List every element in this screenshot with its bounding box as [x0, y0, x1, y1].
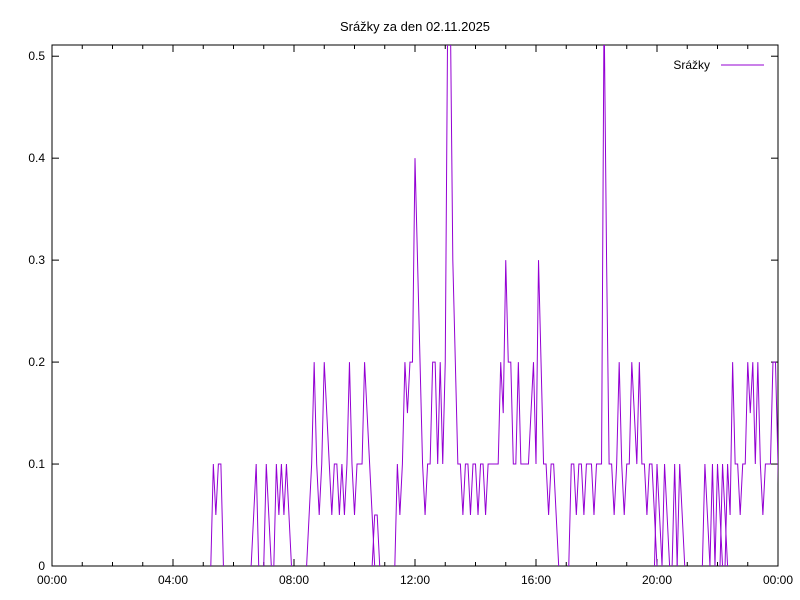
- y-tick-label: 0.1: [28, 457, 45, 471]
- x-tick-label: 00:00: [37, 573, 67, 587]
- x-tick-label: 20:00: [642, 573, 672, 587]
- series-run: [210, 463, 224, 566]
- y-axis-tick-labels: 0 0.1 0.2 0.3 0.4 0.5: [28, 49, 45, 573]
- series-run: [719, 464, 729, 566]
- y-tick-label: 0.4: [28, 151, 45, 165]
- plot-frame: [51, 44, 779, 567]
- series-run: [568, 45, 658, 566]
- y-tick-label: 0.2: [28, 355, 45, 369]
- series-run: [371, 514, 381, 566]
- series-run: [714, 464, 724, 566]
- series-run: [676, 464, 686, 566]
- x-axis-ticks: [51, 45, 779, 566]
- series-run: [701, 464, 711, 566]
- series-run: [263, 464, 272, 566]
- x-tick-label: 12:00: [400, 573, 430, 587]
- x-tick-label: 08:00: [279, 573, 309, 587]
- y-tick-label: 0: [38, 559, 45, 573]
- series-run: [709, 464, 716, 566]
- x-tick-label: 16:00: [521, 573, 551, 587]
- x-tick-label: 04:00: [158, 573, 188, 587]
- series-run: [661, 464, 671, 566]
- y-tick-label: 0.3: [28, 253, 45, 267]
- series-run: [394, 45, 560, 566]
- series-run: [724, 361, 778, 566]
- x-axis-tick-labels: 00:00 04:00 08:00 12:00 16:00 20:00 00:00: [37, 573, 793, 587]
- series-lines: [210, 45, 778, 566]
- series-run: [273, 464, 292, 566]
- legend-label: Srážky: [673, 58, 710, 72]
- series-run: [306, 362, 376, 566]
- legend: Srážky: [673, 58, 764, 72]
- series-run: [653, 464, 663, 566]
- series-run: [250, 464, 260, 566]
- series-run: [671, 464, 678, 566]
- y-tick-label: 0.5: [28, 49, 45, 63]
- chart-title: Srážky za den 02.11.2025: [340, 19, 490, 34]
- x-tick-label: 00:00: [763, 573, 793, 587]
- y-axis-ticks: [52, 55, 778, 567]
